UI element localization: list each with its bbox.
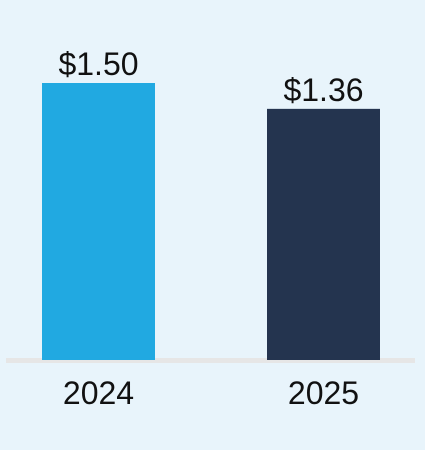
data-label-2024: $1.50 xyxy=(58,46,138,82)
labels-layer: $1.50 2024 $1.36 2025 xyxy=(58,46,363,411)
x-tick-label-2024: 2024 xyxy=(63,375,134,411)
x-tick-label-2025: 2025 xyxy=(288,375,359,411)
data-label-2025: $1.36 xyxy=(283,72,363,108)
bar-2025 xyxy=(267,108,380,360)
bar-2024 xyxy=(42,83,155,360)
bars-layer xyxy=(42,83,380,360)
